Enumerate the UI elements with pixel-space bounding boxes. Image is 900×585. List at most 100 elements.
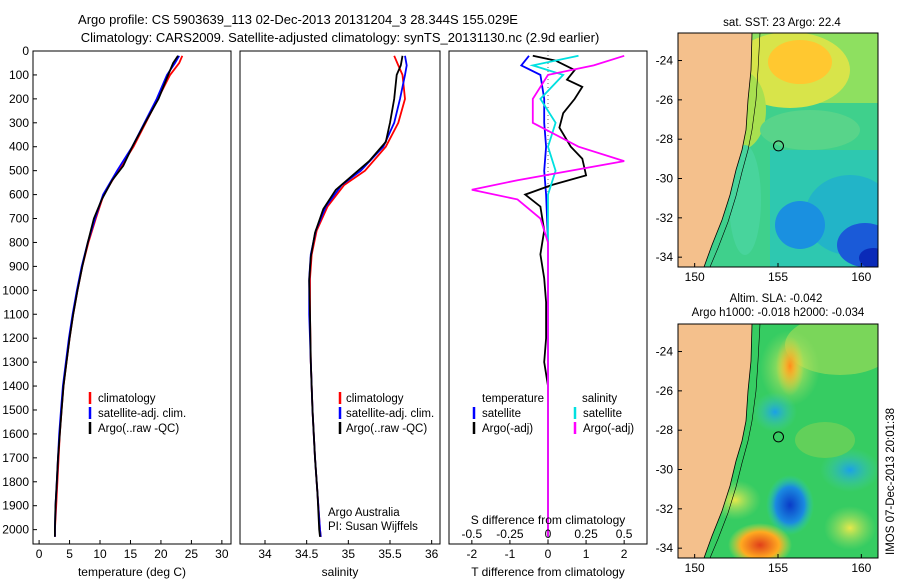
profile-location-marker — [773, 140, 784, 152]
s-difference-label: S difference from climatology — [471, 513, 626, 527]
map-x-tick-label: 150 — [685, 270, 705, 284]
x-tick-label: 34.5 — [295, 547, 319, 561]
x-tick-label: -1 — [505, 547, 516, 561]
map-y-tick-label: -26 — [656, 93, 674, 107]
x-tick-label: -2 — [467, 547, 478, 561]
legend-label-argo: Argo(..raw -QC) — [98, 423, 179, 435]
temperature-legend: climatology satellite-adj. clim. Argo(..… — [88, 392, 186, 435]
legend-label-t-satellite: satellite — [482, 408, 521, 420]
pi-label: PI: Susan Wijffels — [328, 521, 418, 533]
depth-tick-label: 900 — [9, 259, 29, 273]
sst-map-panel: sat. SST: 23 Argo: 22.4 150 155 160 -24 -26… — [656, 17, 879, 284]
depth-tick-label: 1600 — [2, 427, 29, 441]
temperature-panel: 0 5 10 15 20 25 30 0 100 200 300 400 500 600 700 800 90… — [2, 44, 232, 579]
x-tick-label: 25 — [185, 547, 199, 561]
t-difference-xlabel: T difference from climatology — [471, 565, 625, 579]
depth-tick-label: 1100 — [3, 307, 29, 321]
legend-label-argo: Argo(..raw -QC) — [346, 423, 427, 435]
depth-tick-label: 200 — [9, 92, 29, 106]
depth-tick-label: 1000 — [2, 283, 29, 297]
series-line-argo-raw-qc- — [54, 55, 179, 537]
x-tick-label: 35 — [342, 547, 356, 561]
figure-title-line2: Climatology: CARS2009. Satellite-adjuste… — [81, 30, 600, 45]
temperature-plot-frame — [32, 50, 232, 545]
x-tick-label: 20 — [154, 547, 168, 561]
legend-label-t-argo: Argo(-adj) — [482, 423, 533, 435]
depth-tick-label: 2000 — [2, 523, 29, 537]
map-y-tick-label: -28 — [656, 132, 674, 146]
x-tick-label: 15 — [124, 547, 138, 561]
sla-map-panel: Altim. SLA: -0.042 Argo h1000: -0.018 h2… — [656, 293, 879, 575]
legend-label-s-argo: Argo(-adj) — [583, 423, 634, 435]
x-tick-label: 36 — [425, 547, 439, 561]
s-tick-label: 0 — [545, 527, 552, 541]
depth-tick-label: 1200 — [2, 331, 29, 345]
s-tick-label: -0.5 — [462, 527, 483, 541]
x-tick-label: 10 — [93, 547, 107, 561]
difference-legend: temperature satellite Argo(-adj) salinit… — [472, 393, 634, 435]
legend-label-climatology: climatology — [346, 393, 404, 405]
map-y-tick-label: -26 — [656, 384, 674, 398]
salinity-plot-frame — [239, 50, 441, 545]
depth-tick-label: 700 — [9, 212, 29, 226]
x-tick-label: 0 — [36, 547, 43, 561]
depth-tick-label: 500 — [9, 164, 29, 178]
series-line-argo-raw-qc- — [308, 55, 404, 537]
s-tick-label: -0.25 — [496, 527, 524, 541]
map-y-tick-label: -24 — [656, 345, 674, 359]
legend-label-climatology: climatology — [98, 393, 156, 405]
map-y-tick-label: -24 — [656, 54, 674, 68]
temperature-xlabel: temperature (deg C) — [78, 565, 186, 579]
series-line-s-argo-adj- — [471, 54, 625, 537]
sst-map-title: sat. SST: 23 Argo: 22.4 — [723, 17, 841, 29]
depth-tick-label: 100 — [9, 68, 29, 82]
map-x-tick-label: 155 — [768, 270, 788, 284]
legend-label-satellite: satellite-adj. clim. — [346, 408, 434, 420]
x-tick-label: 5 — [66, 547, 73, 561]
x-tick-label: 1 — [583, 547, 590, 561]
x-tick-label: 0 — [545, 547, 552, 561]
map-x-tick-label: 155 — [768, 561, 788, 575]
depth-tick-label: 1900 — [2, 499, 29, 513]
s-tick-label: 0.25 — [574, 527, 598, 541]
map-y-tick-label: -32 — [656, 211, 674, 225]
salinity-legend: climatology satellite-adj. clim. Argo(..… — [338, 392, 434, 435]
depth-tick-label: 400 — [9, 140, 29, 154]
legend-label-s-satellite: satellite — [583, 408, 622, 420]
depth-tick-label: 1400 — [2, 379, 29, 393]
x-tick-label: 34 — [258, 547, 272, 561]
depth-tick-label: 300 — [9, 116, 29, 130]
depth-tick-label: 600 — [9, 188, 29, 202]
depth-tick-label: 1800 — [2, 475, 29, 489]
depth-tick-label: 0 — [22, 44, 29, 58]
salinity-xlabel: salinity — [322, 565, 359, 579]
s-tick-label: 0.5 — [616, 527, 633, 541]
imos-timestamp: IMOS 07-Dec-2013 20:01:38 — [885, 408, 897, 555]
depth-tick-label: 800 — [9, 235, 29, 249]
legend-title-salinity: salinity — [582, 393, 617, 405]
profile-location-marker — [773, 431, 784, 443]
x-tick-label: 2 — [621, 547, 628, 561]
x-tick-label: 35.5 — [378, 547, 402, 561]
map-x-tick-label: 150 — [685, 561, 705, 575]
x-tick-label: 30 — [215, 547, 229, 561]
argo-australia-label: Argo Australia — [328, 507, 400, 519]
sst-field — [678, 33, 878, 267]
sla-field — [678, 324, 878, 558]
map-y-tick-label: -30 — [656, 463, 674, 477]
map-y-tick-label: -34 — [656, 541, 674, 555]
legend-label-satellite: satellite-adj. clim. — [98, 408, 186, 420]
sla-map-subtitle: Argo h1000: -0.018 h2000: -0.034 — [692, 307, 865, 319]
map-y-tick-label: -30 — [656, 172, 674, 186]
map-y-tick-label: -32 — [656, 502, 674, 516]
depth-tick-label: 1700 — [2, 451, 29, 465]
map-y-tick-label: -28 — [656, 423, 674, 437]
figure-title-line1: Argo profile: CS 5903639_113 02-Dec-2013… — [78, 12, 518, 27]
map-y-tick-label: -34 — [656, 250, 674, 264]
legend-title-temperature: temperature — [482, 393, 544, 405]
map-x-tick-label: 160 — [851, 561, 871, 575]
sla-map-title: Altim. SLA: -0.042 — [730, 293, 823, 305]
depth-tick-label: 1500 — [2, 403, 29, 417]
